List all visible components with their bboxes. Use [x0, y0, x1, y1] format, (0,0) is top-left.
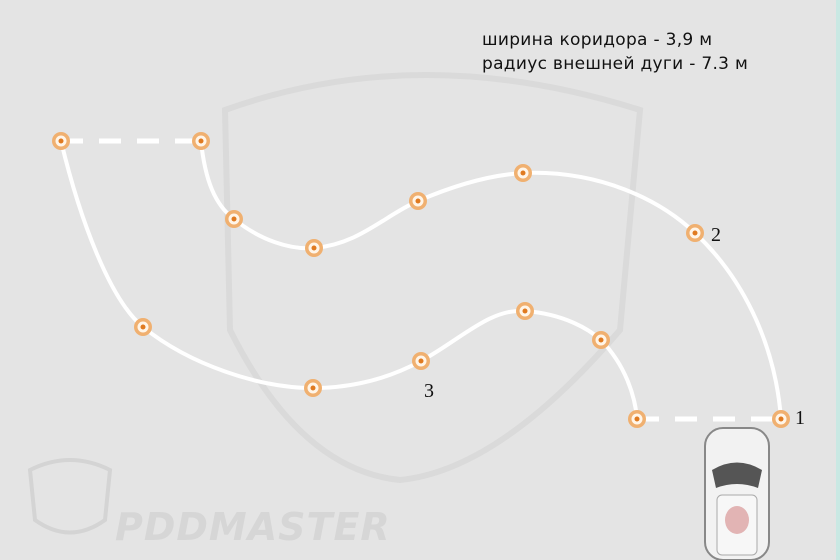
cone-icon: [514, 164, 532, 182]
cone-icon: [134, 318, 152, 336]
cone-icon: [592, 331, 610, 349]
big-shield-watermark: [221, 72, 644, 484]
marker-1: 1: [795, 407, 805, 429]
cone-icon: [304, 379, 322, 397]
outer-boundary-line: [59, 140, 639, 420]
inner-boundary-line: [199, 140, 783, 420]
cone-icon: [52, 132, 70, 150]
cone-icon: [409, 192, 427, 210]
cone-icon: [686, 224, 704, 242]
cone-icon: [772, 410, 790, 428]
shield-watermark-icon: [27, 458, 113, 535]
watermark-logo: PDDMASTER: [115, 505, 391, 549]
marker-3: 3: [424, 380, 434, 402]
cone-icon: [516, 302, 534, 320]
cone-icon: [628, 410, 646, 428]
cone-icon: [412, 352, 430, 370]
corridor-width-label: ширина коридора - 3,9 м: [482, 30, 713, 50]
outer-radius-label: радиус внешней дуги - 7.3 м: [482, 54, 749, 74]
cone-icon: [192, 132, 210, 150]
marker-2: 2: [711, 224, 721, 246]
car-icon: [704, 427, 770, 560]
cone-icon: [225, 210, 243, 228]
cone-icon: [305, 239, 323, 257]
